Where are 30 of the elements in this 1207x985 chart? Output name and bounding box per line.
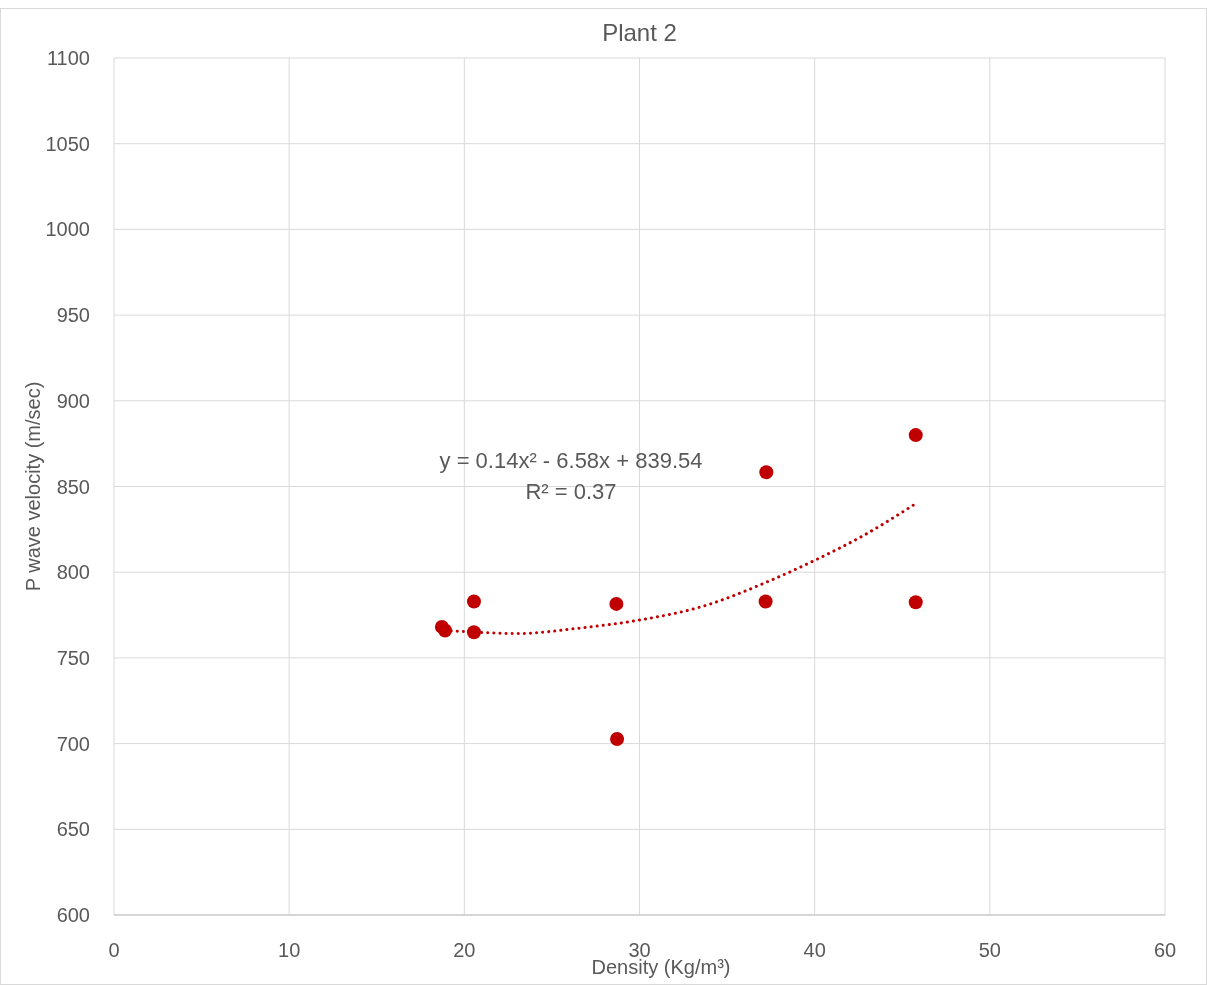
chart-title: Plant 2 (602, 19, 677, 46)
y-tick-label: 700 (56, 732, 90, 755)
y-tick-label: 1000 (45, 218, 90, 241)
point (908, 595, 923, 610)
point (609, 596, 624, 611)
y-tick-label: 1100 (46, 47, 90, 69)
y-tick-label: 600 (56, 904, 90, 926)
point (908, 428, 923, 443)
x-axis-title: Density (Kg/m³) (591, 956, 731, 978)
point (610, 731, 625, 746)
y-tick-label: 1050 (45, 132, 90, 155)
y-tick-label: 900 (56, 389, 90, 412)
y-tick-label: 850 (56, 475, 90, 498)
x-tick-label: 0 (108, 939, 120, 961)
y-tick-label: 950 (56, 304, 90, 327)
y-axis-title: P wave velocity (m/sec) (22, 381, 44, 592)
x-tick-label: 50 (978, 939, 1001, 961)
y-tick-label: 800 (56, 561, 90, 584)
y-tick-label: 650 (56, 818, 90, 841)
point (759, 465, 774, 480)
x-tick-label: 20 (453, 939, 476, 961)
point (758, 594, 773, 609)
x-tick-label: 40 (803, 939, 826, 961)
annotation: R² = 0.37 (525, 479, 617, 504)
point (466, 594, 481, 609)
x-tick-label: 10 (278, 939, 301, 961)
annotation: y = 0.14x² - 6.58x + 839.54 (439, 448, 703, 473)
point (438, 623, 453, 638)
y-tick-label: 750 (56, 646, 90, 669)
x-tick-label: 60 (1153, 939, 1177, 961)
